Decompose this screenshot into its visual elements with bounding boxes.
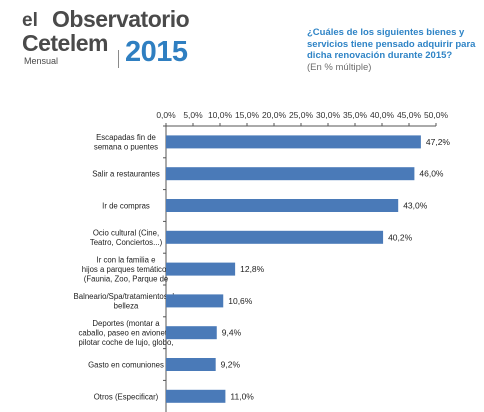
brand-cetelem: Cetelem xyxy=(22,30,108,56)
brand-separator xyxy=(118,50,119,68)
category-label: Salir a restaurantes xyxy=(92,170,160,179)
category-label: caballo, paseo en avioneta, xyxy=(79,329,174,338)
x-tick-label: 40,0% xyxy=(370,110,395,120)
category-label: Ocio cultural (Cine, xyxy=(93,229,159,238)
category-label: Teatro, Conciertos...) xyxy=(90,238,163,247)
category-label: Ir con la familia e xyxy=(97,256,156,265)
bar xyxy=(166,326,217,340)
category-label: Escapadas fin de xyxy=(96,133,156,142)
bar-value-label: 43,0% xyxy=(403,201,428,211)
brand-logo: el Observatorio Cetelem Mensual 2015 xyxy=(22,6,207,70)
category-label: belleza xyxy=(114,302,139,311)
bar xyxy=(166,167,415,181)
category-label: hijos a parques temáticos xyxy=(82,265,171,274)
bar-value-label: 46,0% xyxy=(419,169,444,179)
x-tick-label: 0,0% xyxy=(156,110,176,120)
x-tick-label: 45,0% xyxy=(397,110,422,120)
bar xyxy=(166,294,224,308)
x-tick-label: 35,0% xyxy=(343,110,368,120)
brand-year: 2015 xyxy=(125,36,188,68)
category-label: (Faunia, Zoo, Parque de xyxy=(84,275,169,284)
bar-value-label: 9,4% xyxy=(222,328,242,338)
bar xyxy=(166,358,216,371)
x-tick-label: 25,0% xyxy=(289,110,314,120)
category-label: Otros (Especificar) xyxy=(94,392,159,401)
bar xyxy=(166,389,226,403)
category-label: semana o puentes xyxy=(94,143,158,152)
bar xyxy=(166,199,399,212)
bar-value-label: 40,2% xyxy=(388,232,413,242)
category-label: Gasto en comuniones xyxy=(88,361,164,370)
bar xyxy=(166,135,421,149)
category-label: Deportes (montar a xyxy=(92,319,160,328)
x-tick-label: 30,0% xyxy=(316,110,341,120)
brand-mensual: Mensual xyxy=(24,56,59,66)
x-tick-label: 20,0% xyxy=(262,110,287,120)
category-label: Balneario/Spa/tratamientos de xyxy=(74,292,179,301)
category-label: pilotar coche de lujo, globo, xyxy=(79,338,174,347)
bar xyxy=(166,230,384,244)
x-tick-label: 15,0% xyxy=(235,110,260,120)
brand-el: el xyxy=(22,10,38,31)
bar-value-label: 9,2% xyxy=(221,360,241,370)
question-heading: ¿Cuáles de los siguientes bienes y servi… xyxy=(307,27,483,73)
brand-observatorio: Observatorio xyxy=(52,6,190,32)
bar-value-label: 12,8% xyxy=(240,264,265,274)
question-text: ¿Cuáles de los siguientes bienes y servi… xyxy=(307,27,476,61)
bar-value-label: 11,0% xyxy=(230,391,254,401)
bar-value-label: 10,6% xyxy=(228,296,253,306)
category-label: Ir de compras xyxy=(102,202,150,211)
x-tick-label: 10,0% xyxy=(208,110,233,120)
bar-value-label: 47,2% xyxy=(426,137,451,147)
bar xyxy=(166,262,236,276)
x-tick-label: 50,0% xyxy=(424,110,449,120)
x-tick-label: 5,0% xyxy=(183,110,203,120)
question-subtitle: (En % múltiple) xyxy=(307,61,372,73)
